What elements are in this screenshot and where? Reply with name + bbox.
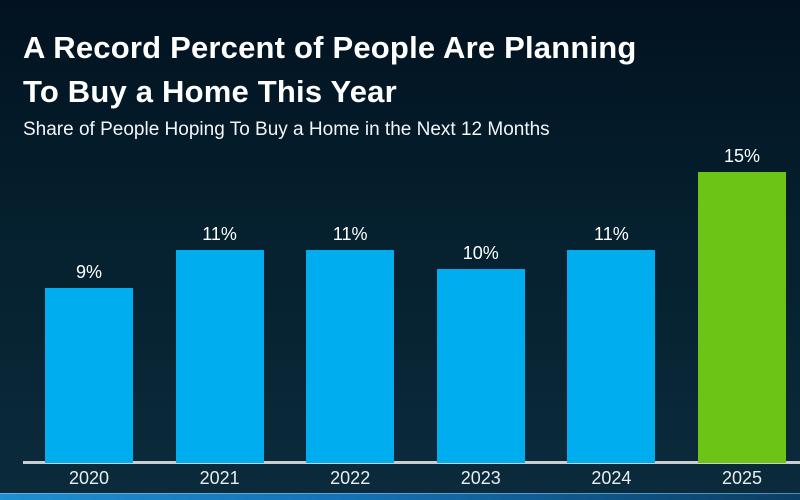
bar-2024 (567, 249, 656, 463)
bottom-accent-strip (0, 493, 800, 500)
bar-value-label-2021: 11% (202, 223, 237, 244)
chart-title-line1: A Record Percent of People Are Planning (23, 30, 637, 65)
bar-2023 (436, 269, 525, 463)
x-tick-label-2023: 2023 (460, 468, 501, 488)
x-axis-line (23, 461, 800, 464)
chart-title-line2: To Buy a Home This Year (23, 74, 397, 109)
x-tick-label-2020: 2020 (68, 468, 110, 488)
bar-value-label-2023: 10% (462, 243, 499, 263)
bar-2022 (306, 249, 395, 463)
chart-subtitle: Share of People Hoping To Buy a Home in … (23, 119, 550, 140)
bar-2025 (698, 172, 786, 463)
x-tick-label-2022: 2022 (330, 468, 371, 488)
bar-value-label-2020: 9% (75, 262, 102, 283)
chart-title: A Record Percent of People Are Planning … (23, 26, 637, 114)
bar-value-label-2024: 11% (594, 223, 629, 244)
x-tick-label-2024: 2024 (591, 468, 632, 488)
x-tick-label-2021: 2021 (199, 468, 240, 488)
bar-2020 (45, 288, 133, 463)
bar-value-label-2022: 11% (332, 223, 368, 244)
bar-value-label-2025: 15% (723, 146, 761, 166)
x-tick-label-2025: 2025 (721, 468, 763, 488)
bar-2021 (175, 249, 264, 463)
